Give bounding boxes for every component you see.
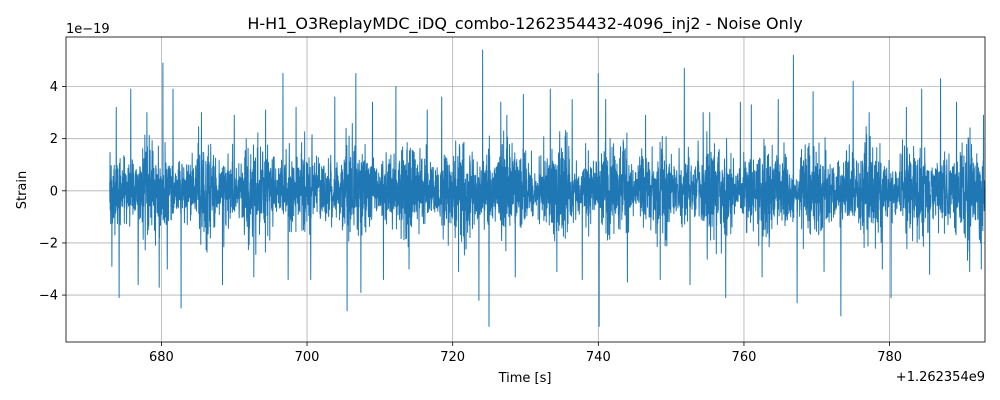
x-tick-label: 700 bbox=[295, 350, 320, 365]
chart-title: H-H1_O3ReplayMDC_iDQ_combo-1262354432-40… bbox=[247, 14, 802, 34]
x-tick-label: 720 bbox=[440, 350, 465, 365]
y-tick-label: 2 bbox=[50, 132, 58, 147]
y-tick-label: 4 bbox=[50, 80, 58, 95]
y-tick-label: −2 bbox=[39, 236, 58, 251]
x-tick-label: 740 bbox=[586, 350, 611, 365]
y-axis-ticks: −4 −2 0 2 4 bbox=[39, 80, 66, 304]
y-axis-scale-label: 1e−19 bbox=[66, 22, 110, 37]
y-tick-label: −4 bbox=[39, 289, 58, 304]
x-axis-offset-label: +1.262354e9 bbox=[896, 370, 985, 385]
x-axis-label: Time [s] bbox=[498, 371, 552, 386]
x-tick-label: 760 bbox=[732, 350, 757, 365]
plot-area bbox=[109, 49, 986, 327]
strain-series-line bbox=[109, 49, 986, 327]
axes-frame bbox=[65, 36, 986, 343]
y-tick-label: 0 bbox=[50, 184, 58, 199]
y-axis-label: Strain bbox=[15, 171, 30, 210]
x-tick-label: 680 bbox=[149, 350, 174, 365]
x-axis-ticks: 680 700 720 740 760 780 bbox=[149, 342, 902, 365]
x-tick-label: 780 bbox=[877, 350, 902, 365]
